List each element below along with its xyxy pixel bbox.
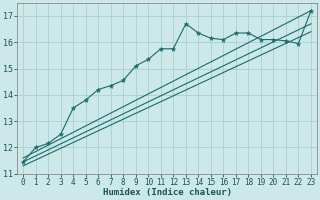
X-axis label: Humidex (Indice chaleur): Humidex (Indice chaleur) [103, 188, 232, 197]
